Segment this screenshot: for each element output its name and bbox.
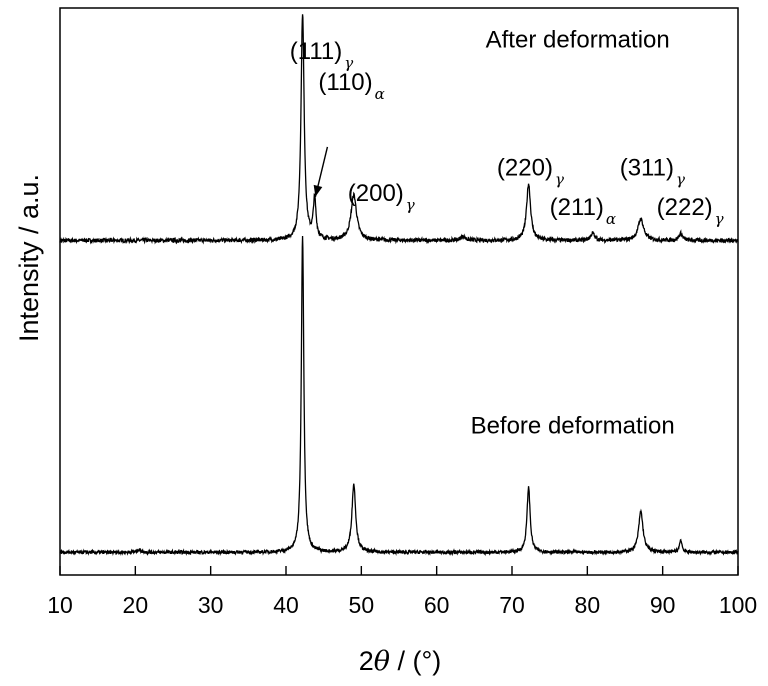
peak-annotation: (111) γ (290, 38, 353, 72)
peak-annotation: (220) γ (497, 154, 564, 188)
x-axis-title-suffix: / (°) (390, 646, 441, 676)
x-tick-label: 60 (424, 592, 450, 618)
x-tick-label: 90 (650, 592, 676, 618)
peak-annotation: (200) γ (348, 180, 415, 214)
peak-annotation: (211) α (550, 194, 616, 228)
x-tick-label: 10 (47, 592, 73, 618)
x-tick-label: 40 (273, 592, 299, 618)
x-tick-label: 80 (575, 592, 601, 618)
peak-annotation: (222) γ (657, 194, 724, 228)
series-label: Before deformation (471, 412, 675, 439)
x-tick-label: 50 (349, 592, 375, 618)
x-tick-label: 70 (499, 592, 525, 618)
x-tick-label: 100 (719, 592, 757, 618)
y-axis-title: Intensity / a.u. (14, 174, 44, 342)
peak-annotation: (110) α (318, 69, 384, 103)
x-axis-title-prefix: 2 (359, 646, 374, 676)
peak-annotation: (311) γ (620, 154, 685, 188)
x-ticks: 10 20 30 40 50 60 70 80 90 100 (47, 566, 757, 618)
arrow-head (313, 184, 323, 197)
annotations-group: After deformation Before deformation (111)… (290, 27, 724, 440)
series-line (59, 14, 739, 245)
x-tick-label: 30 (198, 592, 224, 618)
x-axis-title: 2θ / (°) (359, 646, 442, 677)
series-line (59, 236, 739, 557)
plot-frame (59, 7, 739, 576)
series-label: After deformation (486, 27, 670, 54)
series-group (59, 14, 739, 557)
x-tick-label: 20 (123, 592, 149, 618)
x-axis-title-symbol: θ (374, 646, 390, 677)
